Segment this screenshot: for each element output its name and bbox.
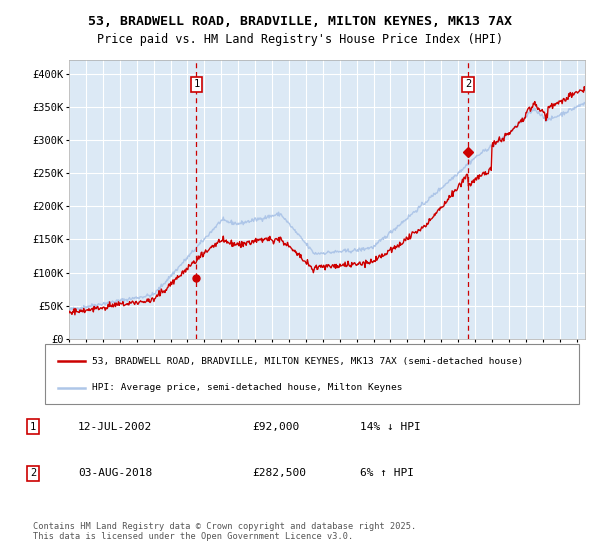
Text: 2: 2 — [30, 468, 36, 478]
Text: 12-JUL-2002: 12-JUL-2002 — [78, 422, 152, 432]
Text: 1: 1 — [193, 79, 200, 89]
Text: 03-AUG-2018: 03-AUG-2018 — [78, 468, 152, 478]
Text: HPI: Average price, semi-detached house, Milton Keynes: HPI: Average price, semi-detached house,… — [92, 383, 403, 392]
Text: 1: 1 — [30, 422, 36, 432]
Text: Price paid vs. HM Land Registry's House Price Index (HPI): Price paid vs. HM Land Registry's House … — [97, 32, 503, 46]
Text: 14% ↓ HPI: 14% ↓ HPI — [360, 422, 421, 432]
Text: 53, BRADWELL ROAD, BRADVILLE, MILTON KEYNES, MK13 7AX (semi-detached house): 53, BRADWELL ROAD, BRADVILLE, MILTON KEY… — [92, 357, 523, 366]
Text: £92,000: £92,000 — [252, 422, 299, 432]
Text: 2: 2 — [465, 79, 471, 89]
Text: 6% ↑ HPI: 6% ↑ HPI — [360, 468, 414, 478]
Text: Contains HM Land Registry data © Crown copyright and database right 2025.
This d: Contains HM Land Registry data © Crown c… — [33, 522, 416, 542]
Text: 53, BRADWELL ROAD, BRADVILLE, MILTON KEYNES, MK13 7AX: 53, BRADWELL ROAD, BRADVILLE, MILTON KEY… — [88, 15, 512, 28]
FancyBboxPatch shape — [45, 344, 579, 404]
Text: £282,500: £282,500 — [252, 468, 306, 478]
